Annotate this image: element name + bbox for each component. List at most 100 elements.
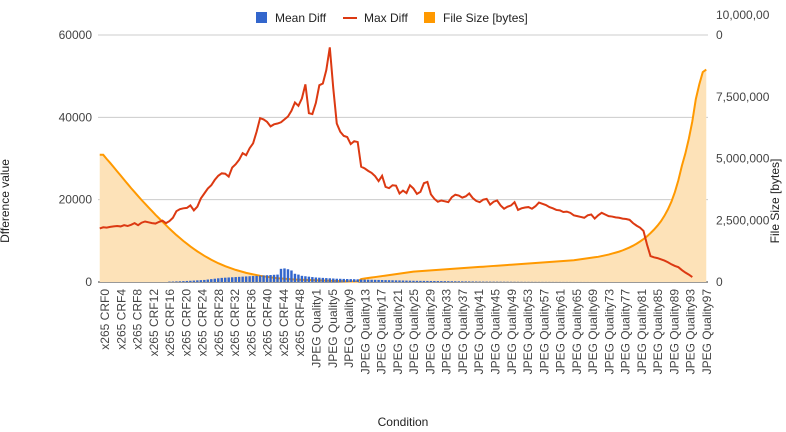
x-tick-label: JPEG Quality49 — [505, 289, 519, 375]
max-diff-path — [100, 47, 693, 277]
mean-diff-bar — [248, 276, 250, 282]
mean-diff-bar — [391, 280, 393, 282]
mean-diff-bar — [395, 280, 397, 282]
x-tick-label: JPEG Quality81 — [635, 289, 649, 375]
y-right-tick-label: 0 — [716, 275, 723, 289]
y-left-tick-label: 20000 — [59, 193, 93, 207]
mean-diff-bar — [255, 276, 257, 282]
mean-diff-bar — [458, 281, 460, 282]
mean-diff-bar — [262, 275, 264, 282]
mean-diff-bar — [343, 279, 345, 282]
file-size-area — [100, 70, 707, 282]
y-left-tick-label: 0 — [85, 275, 92, 289]
legend-label-size: File Size [bytes] — [443, 11, 528, 25]
mean-diff-bar — [221, 278, 223, 282]
y-right-tick-label: 5,000,000 — [716, 152, 770, 166]
x-tick-label: JPEG Quality77 — [619, 289, 633, 375]
mean-diff-bar — [454, 281, 456, 282]
mean-diff-bar — [419, 281, 421, 282]
mean-diff-bar — [318, 278, 320, 282]
x-tick-label: JPEG Quality69 — [586, 289, 600, 375]
legend-label-mean: Mean Diff — [275, 11, 327, 25]
mean-diff-bar — [245, 276, 247, 282]
mean-diff-bar — [384, 280, 386, 282]
mean-diff-bar — [322, 278, 324, 282]
x-tick-label: JPEG Quality13 — [358, 289, 372, 375]
mean-diff-bar — [437, 281, 439, 282]
mean-diff-bar — [381, 280, 383, 282]
mean-diff-bar — [269, 275, 271, 282]
legend-label-max: Max Diff — [364, 11, 408, 25]
y-right-tick-label: 0 — [716, 28, 723, 42]
x-tick-label: JPEG Quality25 — [407, 289, 421, 375]
mean-diff-bar — [356, 279, 358, 282]
x-tick-label: x265 CRF20 — [179, 289, 193, 357]
x-tick-label: JPEG Quality37 — [456, 289, 470, 375]
mean-diff-bar — [214, 279, 216, 282]
mean-diff-bar — [224, 278, 226, 282]
mean-diff-bar — [175, 281, 177, 282]
mean-diff-bar — [186, 281, 188, 282]
mean-diff-bar — [280, 269, 282, 282]
x-tick-label: JPEG Quality21 — [391, 289, 405, 375]
mean-diff-bar — [471, 281, 473, 282]
mean-diff-bar — [207, 280, 209, 282]
mean-diff-bar — [276, 275, 278, 282]
mean-diff-bar — [315, 277, 317, 282]
legend-swatch-size — [424, 12, 435, 23]
x-tick-label: JPEG Quality65 — [570, 289, 584, 375]
mean-diff-bar — [259, 276, 261, 282]
x-tick-label: x265 CRF24 — [196, 289, 210, 357]
mean-diff-bar — [353, 279, 355, 282]
mean-diff-bar — [468, 281, 470, 282]
mean-diff-bar — [412, 281, 414, 282]
file-size-area-fill — [100, 70, 707, 282]
x-tick-label: JPEG Quality5 — [326, 289, 340, 368]
mean-diff-bar — [231, 277, 233, 282]
mean-diff-bar — [290, 270, 292, 282]
mean-diff-bar — [182, 281, 184, 282]
y-left-tick-label: 40000 — [59, 110, 93, 124]
mean-diff-bar — [283, 268, 285, 282]
mean-diff-bar — [349, 279, 351, 282]
mean-diff-bar — [360, 280, 362, 282]
x-tick-label: JPEG Quality57 — [537, 289, 551, 375]
mean-diff-bar — [433, 281, 435, 282]
mean-diff-bar — [402, 281, 404, 282]
x-tick-label: x265 CRF40 — [261, 289, 275, 357]
x-tick-label: JPEG Quality85 — [651, 289, 665, 375]
x-tick-label: x265 CRF16 — [163, 289, 177, 357]
mean-diff-bar — [210, 279, 212, 282]
y-right-tick-label: 10,000,00 — [716, 8, 770, 22]
x-tick-label: JPEG Quality97 — [700, 289, 714, 375]
y-axis-left-title: Dfference value — [0, 159, 12, 243]
mean-diff-bar — [203, 280, 205, 282]
mean-diff-bar — [336, 279, 338, 282]
x-tick-label: x265 CRF12 — [147, 289, 161, 357]
y-right-tick-label: 7,500,000 — [716, 90, 770, 104]
mean-diff-bar — [273, 275, 275, 282]
x-tick-label: JPEG Quality93 — [684, 289, 698, 375]
mean-diff-bar — [363, 280, 365, 282]
x-tick-label: JPEG Quality1 — [310, 289, 324, 368]
mean-diff-bar — [430, 281, 432, 282]
mean-diff-bar — [367, 280, 369, 282]
x-tick-label: JPEG Quality41 — [472, 289, 486, 375]
mean-diff-bar — [451, 281, 453, 282]
mean-diff-bar — [416, 281, 418, 282]
mean-diff-bar — [370, 280, 372, 282]
x-tick-label: x265 CRF8 — [131, 289, 145, 350]
mean-diff-bar — [339, 279, 341, 282]
mean-diff-bar — [287, 269, 289, 282]
mean-diff-bar — [241, 277, 243, 282]
mean-diff-bar — [234, 277, 236, 282]
mean-diff-bar — [423, 281, 425, 282]
mean-diff-bar — [325, 278, 327, 282]
x-tick-label: JPEG Quality33 — [440, 289, 454, 375]
y-axis-right-title: File Size [bytes] — [768, 159, 782, 244]
x-tick-label: JPEG Quality29 — [423, 289, 437, 375]
x-tick-label: JPEG Quality9 — [342, 289, 356, 368]
x-tick-label: JPEG Quality17 — [375, 289, 389, 375]
x-tick-label: x265 CRF0 — [98, 289, 112, 350]
